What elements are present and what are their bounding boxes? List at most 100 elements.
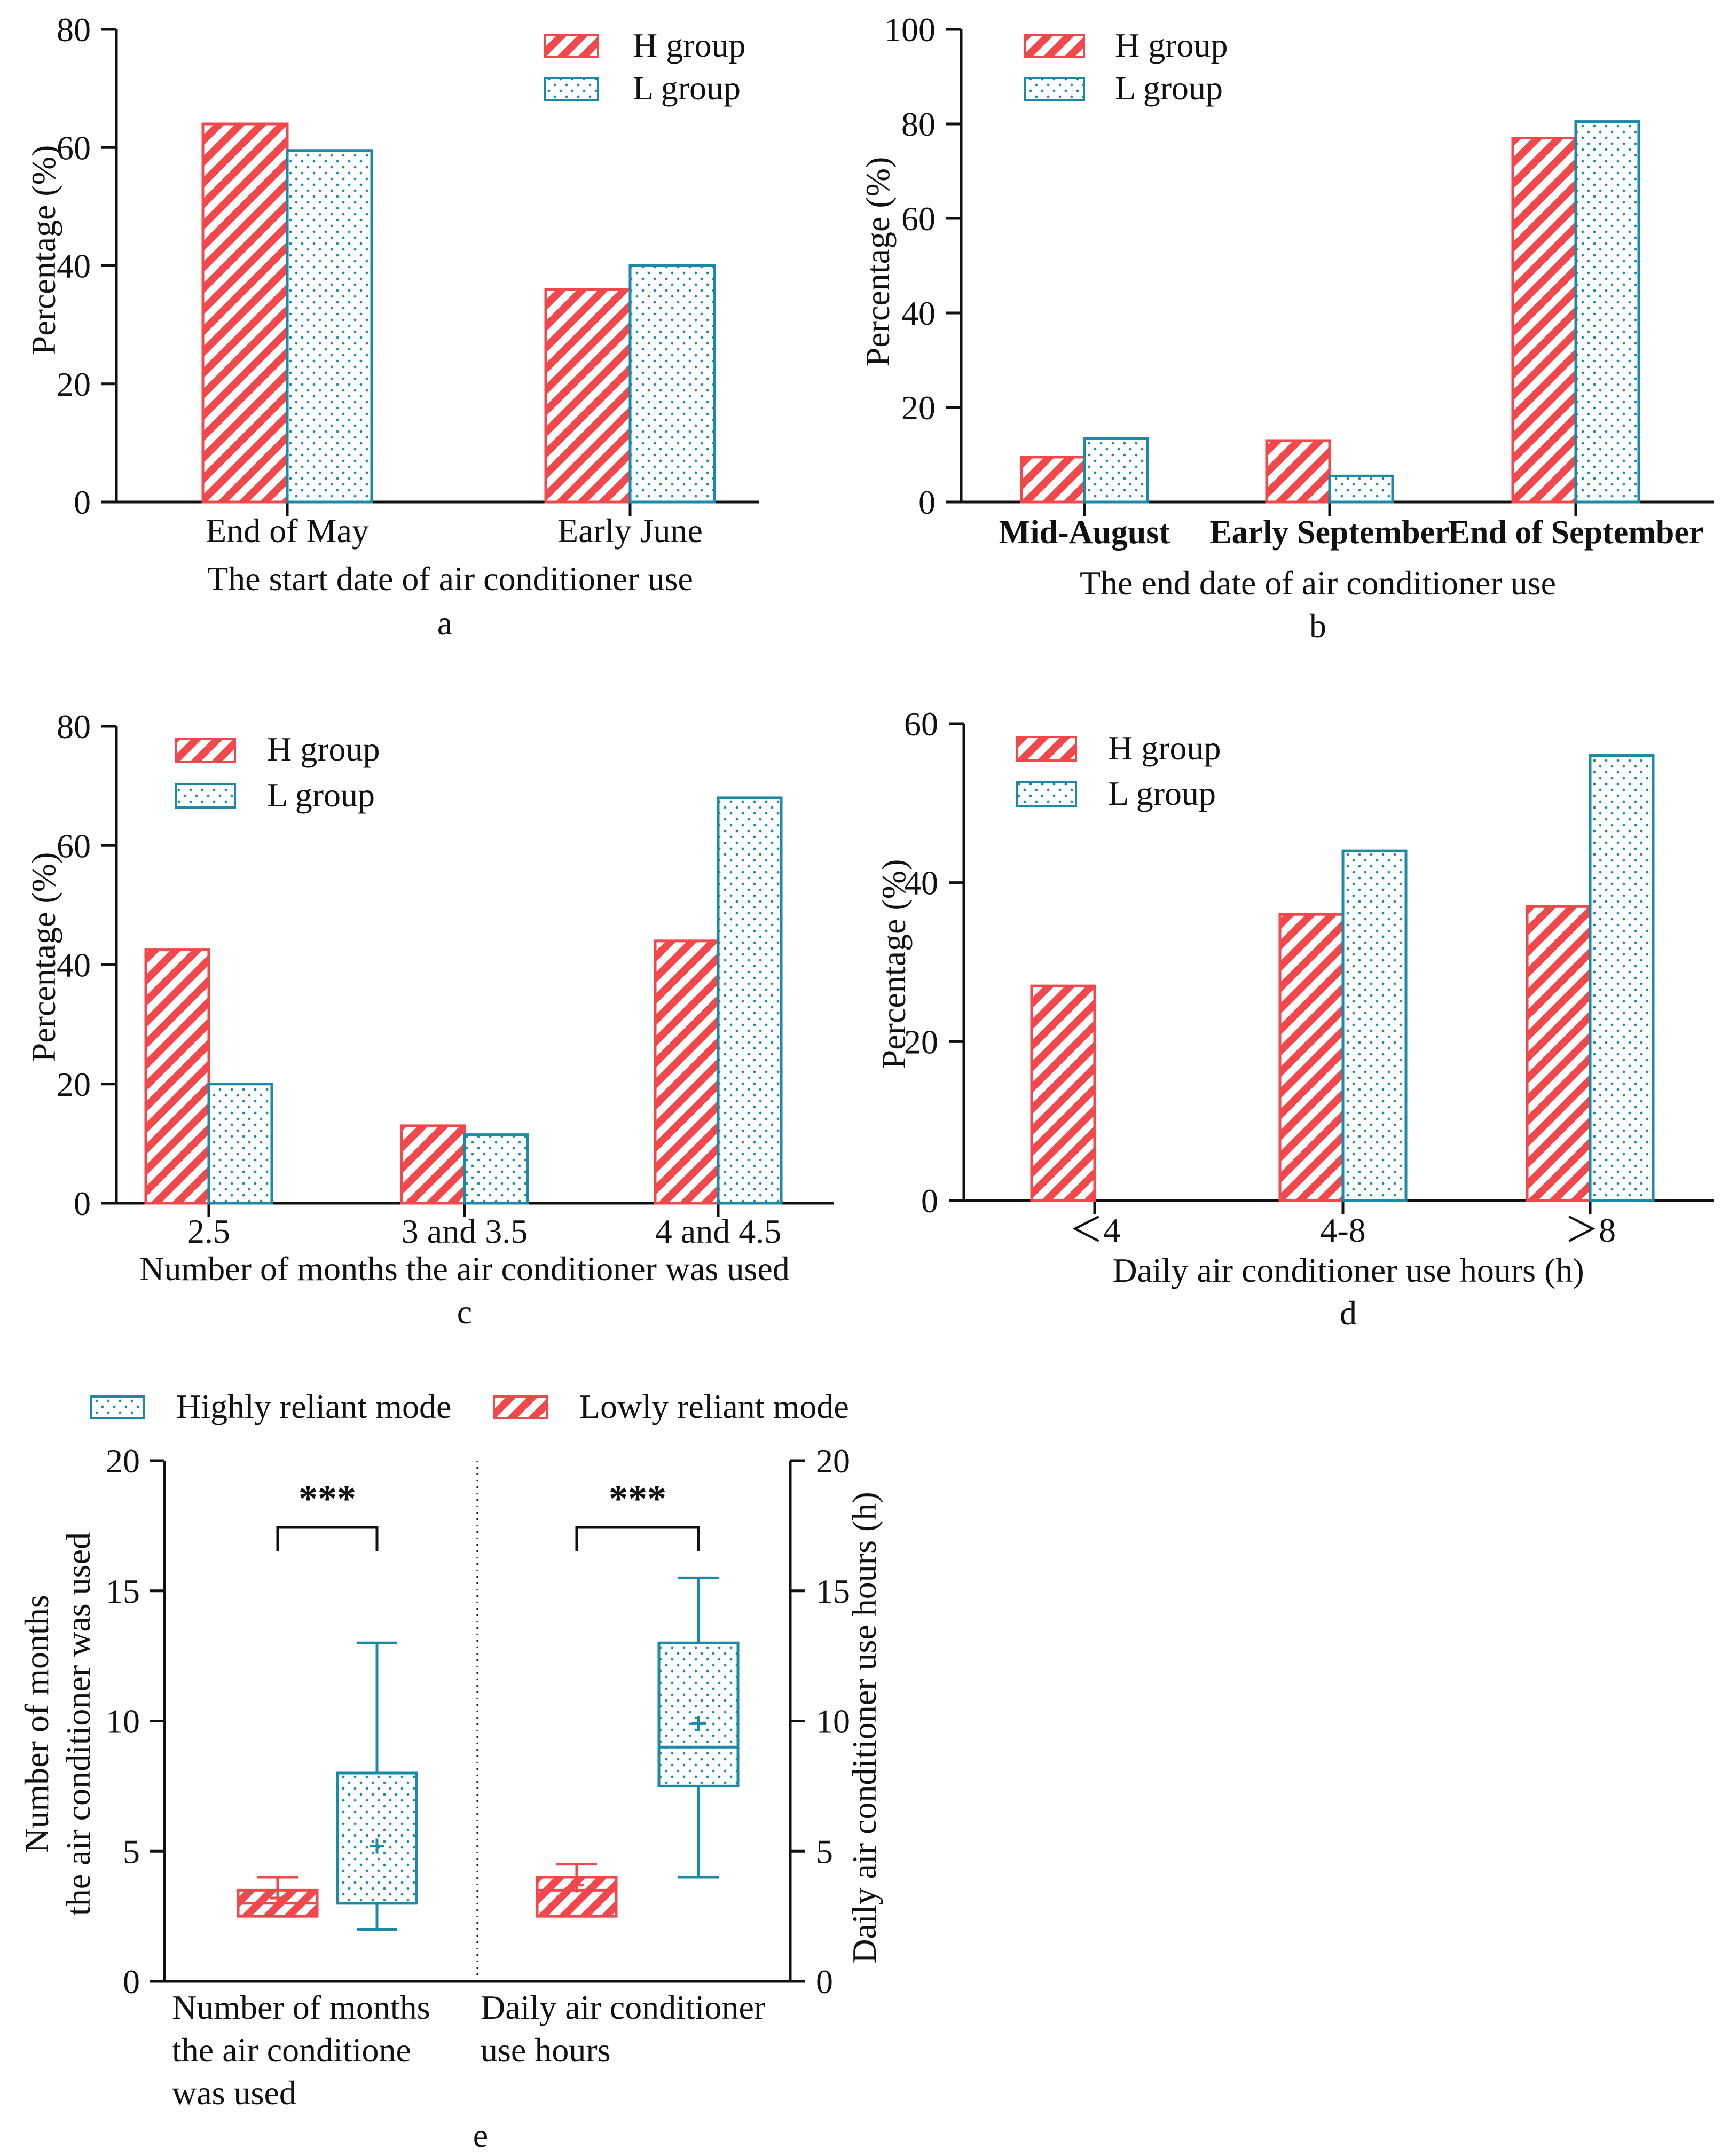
- panel-c-bar-l: [717, 796, 783, 1205]
- panel-b-xlabel: The end date of air conditioner use: [1080, 564, 1556, 602]
- panel-a-ylabel: Percentage (%): [25, 145, 62, 355]
- panel-d-ytick-label: 0: [921, 1182, 938, 1220]
- panel-e-highly-box: [336, 1771, 418, 1905]
- panel-e-legend-lowly-label: Lowly reliant mode: [579, 1387, 849, 1425]
- panel-e-ylabel-right: Daily air conditioner use hours (h): [845, 1492, 883, 1963]
- panel-c-xtick-label: 2.5: [187, 1212, 230, 1250]
- panel-d-ytick-label: 40: [904, 864, 938, 902]
- panel-e-significance-bracket: [276, 1526, 379, 1551]
- panel-d-bar-l: [1589, 754, 1655, 1202]
- panel-e-group2-label: Daily air conditioner use hours: [481, 1988, 765, 2069]
- panel-e-right-ytick-label: 15: [816, 1572, 850, 1610]
- panel-c-caption: c: [457, 1293, 472, 1331]
- panel-b-ytick-label: 0: [918, 483, 936, 521]
- panel-e-left-ytick-label: 0: [123, 1963, 140, 2001]
- panel-b-ylabel: Percentage (%): [859, 157, 897, 367]
- chart-marks: 0 20 40 60 80 End of May Early June 0 20 40 60 80 10…: [57, 11, 1714, 2001]
- panel-c-bar-l: [463, 1133, 529, 1205]
- panel-b-ytick-label: 100: [884, 11, 936, 49]
- panel-a: Percentage (%) H group L group The start…: [25, 26, 746, 642]
- panel-b-bar-l: [1328, 474, 1394, 504]
- panel-e-legend-highly-label: Highly reliant mode: [176, 1387, 451, 1425]
- panel-c-legend: H group L group: [175, 730, 380, 814]
- panel-d-ytick-label: 60: [904, 705, 938, 743]
- panel-a-bar-l: [286, 149, 373, 504]
- panel-e-ylabel-left-line2: the air conditioner was used: [59, 1532, 97, 1916]
- panel-e-highly-box: [657, 1641, 740, 1787]
- panel-b-ytick-label: 20: [901, 389, 936, 427]
- panel-c-bar-l: [207, 1083, 273, 1205]
- panel-e: Highly reliant mode Lowly reliant mode N…: [18, 1387, 883, 2154]
- panel-b-legend-l-swatch: [1024, 77, 1085, 101]
- panel-c-bar-h: [400, 1124, 466, 1205]
- panel-e-left-ytick-label: 5: [123, 1832, 140, 1870]
- panel-a-ytick-label: 0: [74, 483, 91, 521]
- panel-e-right-ytick-label: 20: [816, 1442, 850, 1480]
- panel-e-group2-label-line2: use hours: [481, 2031, 611, 2069]
- panel-b-bar-h: [1265, 439, 1331, 504]
- panel-e-significance-label: ***: [609, 1477, 666, 1520]
- panel-d-legend-l-swatch: [1016, 781, 1077, 807]
- panel-e-left-ytick-label: 15: [106, 1572, 140, 1610]
- panel-e-significance-bracket: [575, 1526, 700, 1551]
- panel-c-xlabel: Number of months the air conditioner was…: [139, 1250, 790, 1288]
- panel-c-bar-h: [654, 939, 720, 1205]
- panel-e-legend-lowly-swatch: [493, 1395, 548, 1419]
- panel-e-legend-highly-swatch: [90, 1395, 145, 1419]
- panel-c-legend-h-label: H group: [267, 730, 380, 768]
- panel-e-legend: Highly reliant mode Lowly reliant mode: [90, 1387, 849, 1425]
- panel-b-xtick-label: End of September: [1448, 514, 1704, 551]
- panel-a-ytick-label: 40: [57, 247, 91, 285]
- panel-d-caption: d: [1340, 1294, 1357, 1332]
- panel-a-legend: H group L group: [544, 26, 746, 107]
- panel-e-group1-label: Number of months the air conditione was …: [172, 1988, 430, 2112]
- panel-d-ytick-label: 20: [904, 1023, 938, 1061]
- panel-e-left-ytick-label: 20: [106, 1442, 140, 1480]
- panel-b-ytick-label: 40: [901, 294, 936, 332]
- panel-c-legend-h-swatch: [175, 738, 236, 763]
- panel-d-legend: H group L group: [1016, 729, 1221, 812]
- panel-a-caption: a: [437, 604, 452, 642]
- panel-b-bar-l: [1083, 437, 1149, 504]
- panel-b-xtick-label: Early September: [1209, 514, 1449, 551]
- panel-d-legend-h-swatch: [1016, 736, 1077, 762]
- panel-a-bar-h: [544, 288, 632, 504]
- panel-b-legend: H group L group: [1024, 26, 1228, 107]
- panel-a-ytick-label: 20: [57, 365, 91, 403]
- panel-d-xtick-label: ＞8: [1565, 1211, 1616, 1249]
- panel-a-xtick-label: End of May: [206, 512, 369, 550]
- panel-d-bar-l: [1341, 849, 1408, 1202]
- panel-c: Percentage (%) H group L group Number of…: [25, 730, 790, 1331]
- panel-e-right-ytick-label: 0: [816, 1963, 833, 2001]
- panel-a-legend-l-swatch: [544, 77, 599, 101]
- panel-b-ytick-label: 80: [901, 105, 936, 143]
- panel-c-ylabel: Percentage (%): [25, 852, 62, 1062]
- panel-e-caption: e: [473, 2116, 488, 2154]
- panel-c-bar-h: [144, 948, 210, 1205]
- panel-c-ytick-label: 60: [57, 827, 91, 865]
- panel-d-legend-h-label: H group: [1108, 729, 1221, 767]
- panel-d-xtick-label: 4-8: [1320, 1211, 1365, 1249]
- panel-c-xtick-label: 3 and 3.5: [402, 1212, 528, 1250]
- panel-d-bar-h: [1030, 984, 1096, 1202]
- panel-e-group1-label-line1: Number of months: [172, 1988, 430, 2026]
- panel-d-bar-h: [1526, 905, 1592, 1202]
- panel-a-ytick-label: 80: [57, 11, 91, 49]
- panel-d-xlabel: Daily air conditioner use hours (h): [1112, 1251, 1584, 1289]
- panel-b-legend-l-label: L group: [1115, 69, 1223, 107]
- panel-a-legend-l-label: L group: [633, 69, 741, 107]
- panel-d-legend-l-label: L group: [1108, 774, 1216, 812]
- panel-e-significance-label: ***: [298, 1477, 356, 1520]
- panel-a-xtick-label: Early June: [557, 512, 703, 550]
- panel-b-caption: b: [1309, 607, 1326, 645]
- panel-c-ytick-label: 0: [74, 1185, 91, 1222]
- panel-d: Percentage (%) H group L group Daily air…: [875, 729, 1584, 1332]
- panel-b-bar-h: [1511, 137, 1577, 504]
- panel-d-ylabel: Percentage (%): [875, 859, 913, 1069]
- panel-e-right-ytick-label: 10: [816, 1703, 850, 1741]
- panel-e-group1-label-line2: the air conditione: [172, 2031, 411, 2069]
- panel-e-group1-label-line3: was used: [172, 2074, 296, 2112]
- panel-e-left-ytick-label: 10: [106, 1703, 140, 1741]
- panel-c-ytick-label: 40: [57, 946, 91, 984]
